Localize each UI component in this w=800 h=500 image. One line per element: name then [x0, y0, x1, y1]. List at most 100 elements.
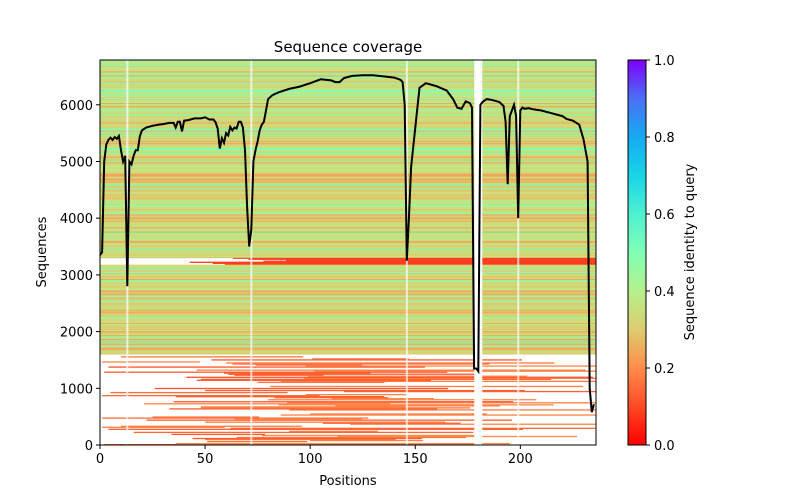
heatmap-row [100, 106, 596, 109]
heatmap-row [121, 356, 303, 358]
heatmap-row [100, 88, 596, 90]
heatmap-row [100, 314, 596, 316]
heatmap-row [212, 262, 596, 264]
heatmap-row [100, 348, 596, 350]
heatmap-row [189, 261, 596, 263]
heatmap-row [100, 211, 596, 214]
heatmap-row [100, 270, 596, 272]
heatmap-row [100, 275, 596, 278]
heatmap-row [100, 308, 596, 310]
heatmap-row [100, 231, 596, 233]
heatmap-row [100, 123, 596, 125]
gap-column [517, 60, 520, 445]
heatmap-row [100, 327, 596, 330]
heatmap-row [100, 120, 596, 122]
heatmap-row [100, 156, 596, 159]
heatmap-row [100, 180, 596, 182]
heatmap-row [200, 407, 471, 409]
heatmap-row [100, 198, 596, 201]
heatmap-row [100, 181, 596, 183]
heatmap-row [100, 344, 596, 346]
heatmap-row [108, 366, 425, 368]
heatmap-row [100, 205, 596, 208]
heatmap-row [100, 317, 596, 319]
heatmap-row [255, 364, 363, 366]
heatmap-row [100, 309, 596, 311]
heatmap-row [100, 330, 596, 333]
heatmap-row [289, 430, 379, 433]
heatmap-row [100, 273, 596, 275]
heatmap-row [211, 359, 522, 361]
heatmap-row [186, 376, 594, 378]
x-tick-label: 100 [298, 452, 323, 467]
heatmap-row [192, 437, 422, 440]
heatmap-row [100, 143, 596, 145]
heatmap-row [100, 220, 596, 222]
heatmap-row [337, 435, 578, 438]
heatmap-row [100, 350, 596, 352]
heatmap-row [100, 194, 596, 196]
heatmap-row [100, 336, 596, 339]
heatmap-row [100, 147, 596, 149]
heatmap-row [100, 279, 596, 282]
heatmap-row [133, 431, 474, 434]
heatmap-row [100, 333, 596, 336]
heatmap-row [104, 371, 448, 373]
heatmap-row [100, 82, 596, 84]
heatmap-row [100, 158, 596, 161]
heatmap-row [121, 425, 302, 427]
heatmap-row [100, 118, 596, 120]
heatmap-row [100, 228, 596, 230]
heatmap-row [100, 61, 596, 64]
heatmap-row [100, 223, 596, 225]
heatmap-row [100, 225, 596, 227]
heatmap-row [100, 281, 596, 284]
heatmap-row [100, 172, 596, 174]
heatmap-row [100, 224, 596, 226]
heatmap-row [100, 253, 596, 256]
heatmap-row [100, 247, 596, 250]
plot-frame [99, 59, 597, 446]
heatmap-row [100, 104, 596, 107]
heatmap-row [100, 234, 596, 236]
heatmap-row [100, 159, 596, 162]
heatmap-row [100, 286, 596, 289]
heatmap-row [100, 184, 596, 186]
heatmap-row [100, 321, 596, 323]
heatmap-row [100, 174, 596, 176]
heatmap-row [100, 109, 596, 112]
heatmap-row [100, 191, 596, 193]
heatmap-row [173, 401, 514, 403]
heatmap-row [100, 64, 596, 67]
heatmap-row [100, 179, 596, 181]
heatmap-row [102, 417, 369, 419]
heatmap-row [100, 84, 596, 86]
heatmap-row [100, 347, 596, 349]
colorbar-label: Sequence identity to query [683, 163, 698, 340]
heatmap-row [154, 387, 449, 390]
heatmap-row [100, 283, 596, 286]
heatmap-row [100, 206, 596, 209]
heatmap-row [102, 426, 225, 428]
heatmap-row [100, 99, 596, 102]
heatmap-row [100, 136, 596, 138]
heatmap-row [100, 276, 596, 279]
heatmap-row [100, 177, 596, 179]
heatmap-row [152, 416, 260, 418]
heatmap-row [100, 197, 596, 199]
heatmap-row [100, 98, 596, 100]
heatmap-row [100, 100, 596, 103]
heatmap-row [280, 380, 596, 383]
heatmap-row [100, 83, 596, 85]
heatmap-row [100, 122, 596, 124]
heatmap-row [205, 438, 396, 441]
heatmap-row [100, 187, 596, 189]
heatmap-row [100, 107, 596, 110]
heatmap-row [100, 91, 596, 93]
heatmap-row [171, 433, 266, 436]
heatmap-row [100, 115, 596, 117]
heatmap-row [350, 423, 596, 425]
heatmap-row [310, 413, 487, 415]
heatmap-row [100, 94, 596, 96]
heatmap-row [100, 303, 596, 305]
